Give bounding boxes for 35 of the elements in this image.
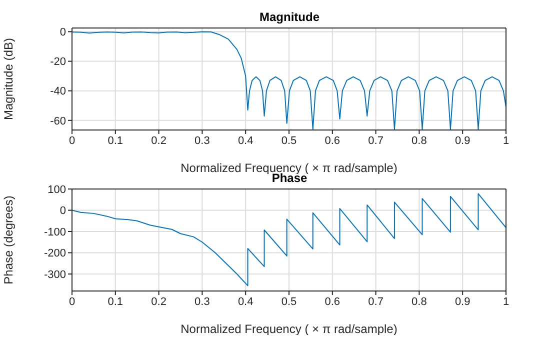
y-tick-label: -20 — [50, 56, 66, 68]
x-tick-label: 0.6 — [324, 134, 340, 147]
y-tick-label: 0 — [60, 205, 66, 218]
x-tick-label: 0.4 — [238, 296, 254, 308]
x-tick-label: 0.6 — [324, 296, 340, 308]
x-tick-label: 0.3 — [194, 296, 210, 308]
y-tick-label: -300 — [44, 268, 66, 281]
chart-title: Magnitude — [258, 10, 320, 24]
y-axis-title: Magnitude (dB) — [1, 38, 16, 120]
y-tick-label: 100 — [48, 184, 66, 196]
x-tick-label: 0.2 — [151, 134, 166, 147]
x-tick-label: 0 — [68, 296, 76, 308]
y-tick-label: -60 — [50, 115, 66, 128]
x-tick-label: 0.7 — [368, 296, 384, 308]
line-series — [72, 193, 506, 286]
x-tick-label: 1 — [502, 134, 510, 147]
x-tick-label: 0.9 — [454, 134, 470, 147]
y-axis-title: Phase (degrees) — [1, 196, 16, 284]
x-tick-label: 0.9 — [454, 296, 470, 308]
x-tick-label: 0.5 — [281, 134, 297, 147]
x-tick-label: 0 — [68, 134, 76, 147]
x-tick-label: 0.4 — [238, 134, 254, 147]
x-tick-label: 0.1 — [108, 296, 124, 308]
y-tick-label: 0 — [60, 26, 66, 39]
y-tick-label: -100 — [44, 226, 66, 238]
x-tick-label: 0.8 — [412, 296, 427, 308]
x-tick-label: 0.2 — [151, 296, 166, 308]
x-tick-label: 0.7 — [368, 134, 384, 147]
x-tick-label: 0.3 — [194, 134, 210, 147]
x-tick-label: 0.1 — [108, 134, 124, 147]
x-tick-label: 0.8 — [412, 134, 427, 147]
y-tick-label: -200 — [44, 248, 66, 260]
x-tick-label: 0.5 — [281, 296, 297, 308]
y-tick-label: -40 — [50, 86, 66, 98]
x-tick-label: 1 — [502, 296, 510, 308]
